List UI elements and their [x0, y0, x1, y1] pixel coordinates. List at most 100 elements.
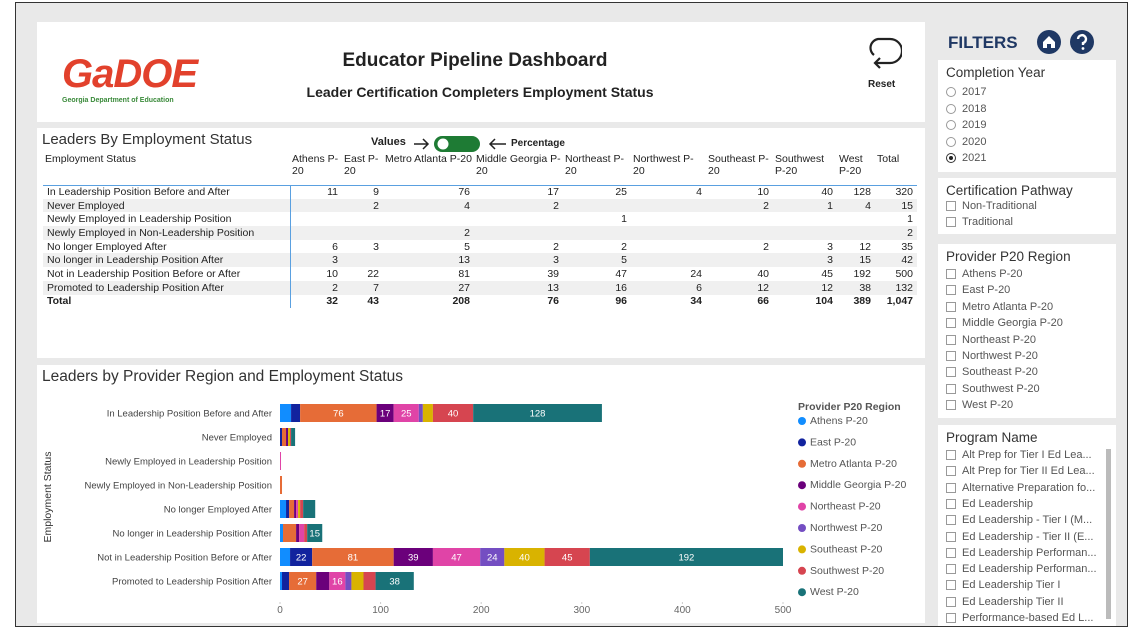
table-cell: 17	[547, 186, 559, 199]
home-button[interactable]	[1037, 30, 1061, 54]
table-cell: 192	[853, 267, 871, 280]
help-button[interactable]	[1070, 30, 1094, 54]
option-label: Traditional	[962, 216, 1013, 228]
filter-option[interactable]: Ed Leadership Performan...	[946, 563, 1097, 575]
reset-icon[interactable]	[866, 33, 902, 75]
filter-option[interactable]: Southeast P-20	[946, 366, 1038, 378]
bar-segment	[280, 452, 282, 470]
filter-option[interactable]: West P-20	[946, 399, 1013, 411]
bar-segment	[280, 548, 291, 566]
table-cell	[631, 253, 706, 268]
option-label: Athens P-20	[962, 268, 1023, 280]
table-cell: 40	[821, 186, 833, 199]
filter-option[interactable]: 2021	[946, 152, 986, 164]
filter-option[interactable]: Alt Prep for Tier II Ed Lea...	[946, 465, 1095, 477]
filter-option[interactable]: Ed Leadership - Tier II (E...	[946, 531, 1093, 543]
legend-swatch	[798, 524, 806, 532]
header-row: Employment Status Athens P-20 East P-20 Met…	[43, 153, 917, 186]
row-label: No longer in Leadership Position After	[43, 253, 291, 268]
checkbox	[946, 466, 956, 477]
legend-label: Middle Georgia P-20	[810, 479, 906, 491]
chart: Leaders by Provider Region and Employmen…	[42, 368, 906, 616]
bar-segment	[300, 404, 377, 422]
option-label: 2021	[962, 152, 987, 165]
checkbox	[946, 580, 956, 591]
table-cell: 32	[326, 295, 338, 308]
option-label: Alternative Preparation fo...	[962, 481, 1096, 494]
bar-segment	[376, 404, 394, 422]
filter-option[interactable]: Metro Atlanta P-20	[946, 301, 1053, 313]
table-cell: 208	[452, 295, 470, 308]
bar-segment	[296, 500, 299, 518]
toggle-right-label: Percentage	[511, 138, 565, 149]
data-label: 128	[530, 409, 546, 420]
legend-swatch	[798, 417, 806, 425]
bar-segment	[307, 524, 323, 542]
option-label: Ed Leadership - Tier II (E...	[962, 530, 1094, 543]
toggle-left-label: Values	[371, 136, 406, 148]
table-cell	[631, 226, 706, 240]
table-cell: 12	[706, 280, 773, 295]
filter-option[interactable]: East P-20	[946, 284, 1010, 296]
table-cell	[290, 212, 342, 226]
data-label: 27	[297, 577, 308, 588]
filter-option[interactable]: Northwest P-20	[946, 350, 1038, 362]
filter-panel: FILTERS Completion Year 2017 2018 2019 2020 2…	[932, 3, 1127, 626]
option-label: West P-20	[962, 399, 1014, 412]
filter-option[interactable]: Northeast P-20	[946, 334, 1036, 346]
legend-label: Northwest P-20	[810, 522, 883, 534]
filter-option[interactable]: Athens P-20	[946, 268, 1023, 280]
bar-segment	[288, 428, 291, 446]
bar-segment	[291, 404, 301, 422]
table-cell: 27	[383, 280, 474, 295]
filter-option[interactable]: 2020	[946, 136, 986, 148]
table-cell: 2	[342, 198, 383, 213]
data-label: 81	[348, 553, 359, 564]
filter-option[interactable]: Southwest P-20	[946, 383, 1040, 395]
data-label: 45	[562, 553, 573, 564]
table-cell	[290, 198, 342, 213]
reset-button[interactable]: Reset	[868, 79, 896, 90]
column-header: Northwest P-20	[631, 153, 706, 186]
filter-option[interactable]: Ed Leadership Performan...	[946, 547, 1097, 559]
filter-option[interactable]: Middle Georgia P-20	[946, 317, 1063, 329]
filter-option[interactable]: Performance-based Ed L...	[946, 612, 1093, 624]
x-tick-label: 100	[372, 605, 389, 616]
filters-title: FILTERS	[948, 33, 1018, 52]
filter-option[interactable]: Alt Prep for Tier I Ed Lea...	[946, 449, 1092, 461]
filter-option[interactable]: Traditional	[946, 216, 1013, 228]
legend-title: Provider P20 Region	[798, 401, 901, 413]
filter-option[interactable]: Ed Leadership Tier II	[946, 596, 1064, 608]
bar-segment	[280, 524, 284, 542]
header-panel	[37, 22, 925, 122]
filter-option[interactable]: Ed Leadership - Tier I (M...	[946, 514, 1092, 526]
x-tick-label: 200	[473, 605, 490, 616]
table-cell: 4	[696, 186, 702, 199]
data-label: 47	[451, 553, 462, 564]
filter-option[interactable]: 2019	[946, 119, 986, 131]
table-row: Newly Employed in Non-Leadership Positio…	[43, 226, 917, 240]
option-label: 2019	[962, 119, 987, 132]
filter-option[interactable]: Ed Leadership Tier I	[946, 579, 1060, 591]
filter-option[interactable]: 2018	[946, 103, 986, 115]
filter-option[interactable]: Alternative Preparation fo...	[946, 482, 1095, 494]
filter-option[interactable]: Non-Traditional	[946, 200, 1037, 212]
option-label: Ed Leadership - Tier I (M...	[962, 514, 1093, 527]
toggle[interactable]	[412, 135, 508, 153]
x-tick-label: 300	[573, 605, 590, 616]
filter-option[interactable]: 2017	[946, 86, 986, 98]
table-cell	[837, 212, 875, 226]
table-cell: 389	[853, 295, 871, 308]
option-label: Non-Traditional	[962, 200, 1037, 212]
table-row: Never Employed 2 4 2 2 1 4 15	[43, 198, 917, 213]
table-cell: 47	[615, 267, 627, 280]
filter-option[interactable]: Ed Leadership	[946, 498, 1033, 510]
option-label: Ed Leadership Performan...	[962, 546, 1097, 559]
column-header: Southeast P-20	[706, 153, 773, 186]
dashboard-subtitle: Leader Certification Completers Employme…	[306, 84, 654, 100]
option-label: Metro Atlanta P-20	[962, 300, 1054, 313]
scrollbar[interactable]	[1106, 449, 1111, 619]
legend-swatch	[798, 502, 806, 511]
table-cell: 2	[290, 280, 342, 295]
table-cell: 3	[827, 240, 833, 253]
